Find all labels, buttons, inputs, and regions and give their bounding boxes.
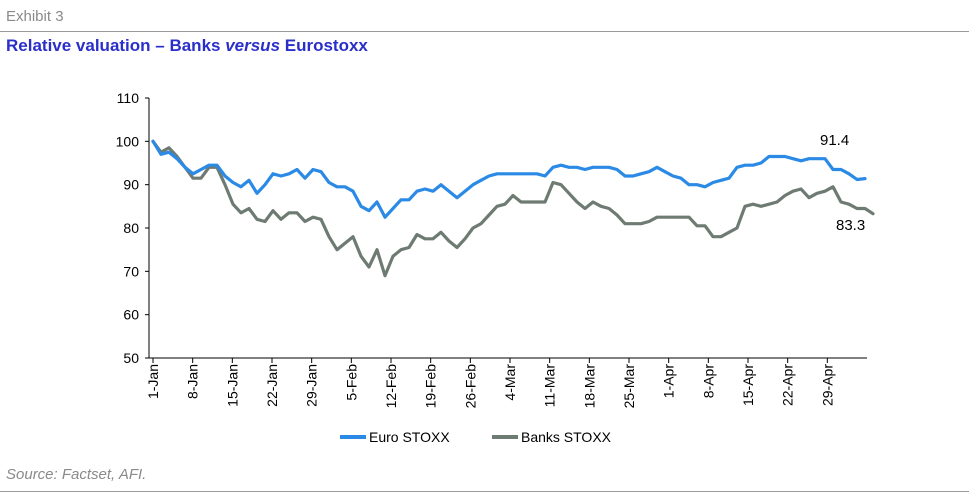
x-tick-label: 22-Jan xyxy=(264,364,280,407)
top-rule xyxy=(0,31,969,32)
legend: Euro STOXX Banks STOXX xyxy=(340,429,612,445)
x-tick-label: 11-Mar xyxy=(542,364,558,408)
y-tick-label: 50 xyxy=(123,350,139,366)
y-tick-label: 80 xyxy=(123,220,139,236)
x-tick-label: 4-Mar xyxy=(502,364,518,401)
x-tick-label: 22-Apr xyxy=(780,364,796,406)
y-tick-label: 90 xyxy=(123,177,139,193)
title-part-1: Relative valuation – Banks xyxy=(6,36,226,55)
y-tick-label: 110 xyxy=(117,90,140,106)
exhibit-label: Exhibit 3 xyxy=(6,8,64,25)
source-note: Source: Factset, AFI. xyxy=(6,466,147,483)
x-tick-label: 15-Apr xyxy=(740,364,756,406)
axes xyxy=(145,97,867,363)
x-tick-label: 5-Feb xyxy=(343,364,359,401)
x-tick-labels: 1-Jan 8-Jan 15-Jan 22-Jan 29-Jan 5-Feb 12-Feb 1… xyxy=(145,364,835,409)
series-lines xyxy=(151,139,875,278)
euro-last-value-label: 91.4 xyxy=(820,132,849,149)
x-tick-label: 1-Jan xyxy=(145,364,161,399)
y-tick-label: 100 xyxy=(116,133,140,149)
x-tick-label: 29-Jan xyxy=(304,364,320,407)
legend-label-banks: Banks STOXX xyxy=(521,429,612,445)
banks-stoxx-line xyxy=(151,139,875,278)
x-tick-label: 26-Feb xyxy=(462,364,478,409)
bottom-rule xyxy=(0,491,969,492)
x-tick-label: 12-Feb xyxy=(383,364,399,409)
x-tick-label: 19-Feb xyxy=(423,364,439,409)
x-tick-label: 8-Apr xyxy=(700,364,716,399)
x-tick-label: 18-Mar xyxy=(581,364,597,409)
title-part-2: versus xyxy=(225,36,281,55)
chart-title: Relative valuation – Banks versus Eurost… xyxy=(6,36,368,56)
x-tick-label: 29-Apr xyxy=(819,364,835,406)
banks-last-value-label: 83.3 xyxy=(836,217,865,234)
x-tick-label: 15-Jan xyxy=(224,364,240,407)
x-tick-label: 25-Mar xyxy=(621,364,637,409)
title-part-3: Eurostoxx xyxy=(280,36,368,55)
legend-label-euro: Euro STOXX xyxy=(369,429,450,445)
x-tick-label: 1-Apr xyxy=(661,364,677,399)
y-tick-label: 60 xyxy=(123,307,139,323)
y-tick-labels: 50 60 70 80 90 100 110 xyxy=(116,90,140,366)
y-tick-label: 70 xyxy=(123,263,139,279)
euro-stoxx-line xyxy=(151,139,867,219)
x-tick-label: 8-Jan xyxy=(185,364,201,399)
